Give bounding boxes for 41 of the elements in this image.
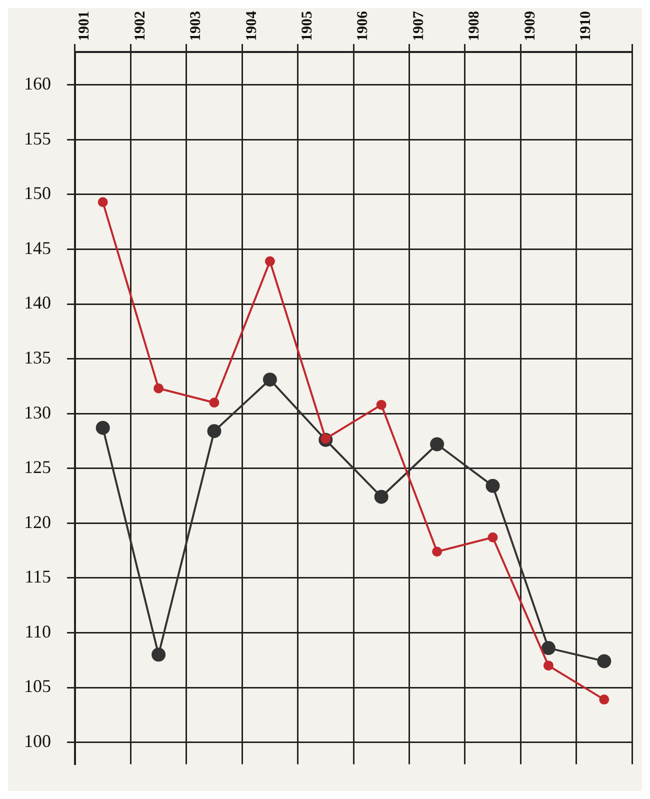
y-tick-label: 125 [24,457,51,478]
y-tick-label: 135 [24,348,51,368]
y-tick-label: 150 [24,183,51,204]
point [262,372,277,387]
y-tick-label: 155 [24,128,51,148]
point [376,400,386,410]
point [597,654,612,668]
y-tick-label: 120 [24,512,51,532]
x-tick-label: 1902 [132,11,148,41]
point [152,648,166,662]
point [599,694,610,705]
x-tick-label: 1908 [466,11,483,41]
x-tick-label: 1910 [578,11,594,41]
x-tick-label: 1909 [522,11,538,41]
y-tick-label: 145 [24,238,51,258]
x-tick-label: 1904 [244,10,260,41]
x-tick-label: 1903 [188,11,204,41]
y-tick-label: 160 [24,74,51,94]
point [207,424,222,438]
y-tick-label: 110 [24,621,51,642]
point [432,546,442,557]
y-tick-label: 105 [24,676,51,696]
x-tick-label: 1901 [76,11,93,41]
x-tick-label: 1905 [300,11,316,41]
point [488,532,498,542]
point [543,660,554,671]
point [96,420,110,435]
y-tick-label: 115 [24,566,51,587]
x-tick-label: 1907 [410,10,427,41]
point [154,383,164,394]
point [374,490,388,504]
point [430,437,444,452]
y-tick-label: 140 [24,292,51,313]
y-tick-label: 130 [24,402,51,422]
point [209,398,220,408]
point [98,197,108,208]
point [486,478,500,493]
x-tick-label: 1906 [355,10,372,41]
point [264,256,275,266]
y-tick-label: 100 [24,731,51,752]
point [541,641,556,656]
